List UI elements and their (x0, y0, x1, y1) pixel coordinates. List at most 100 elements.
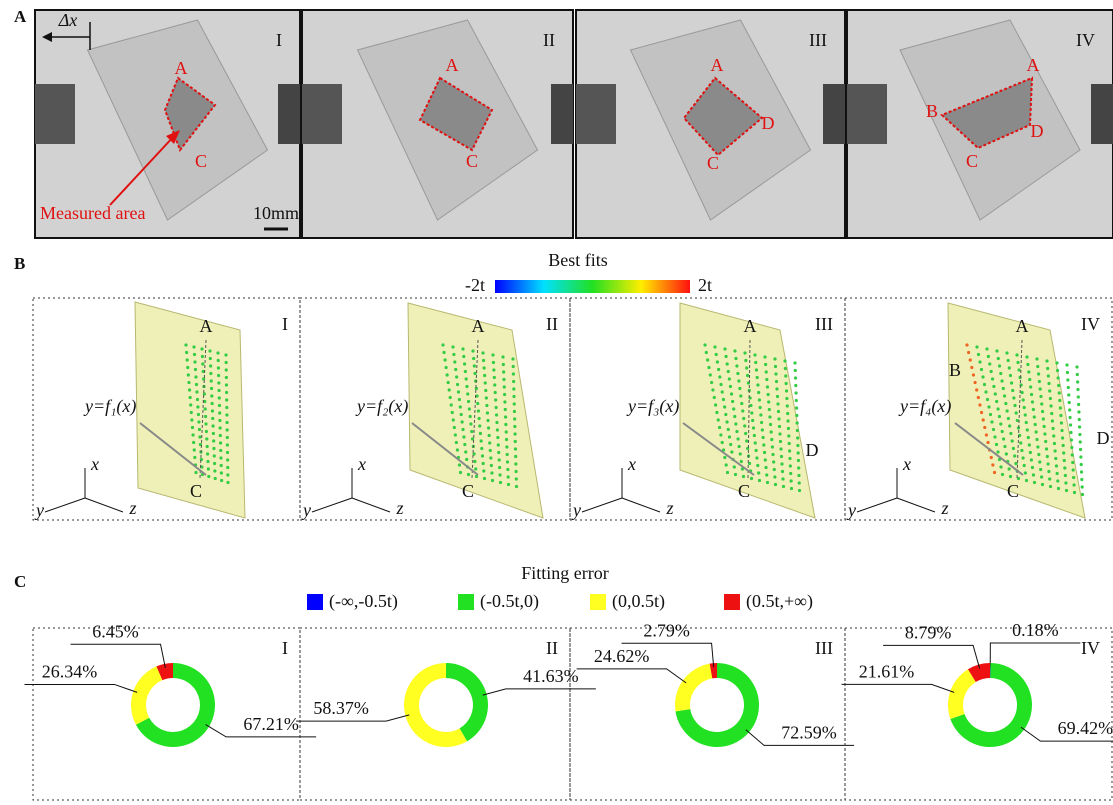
fit-dot (779, 440, 782, 443)
fit-dot (991, 463, 994, 466)
fit-dot (999, 422, 1002, 425)
axis-label: z (128, 498, 136, 518)
fit-dot (795, 406, 798, 409)
leader-line (483, 689, 596, 695)
fit-dot (219, 456, 222, 459)
fit-dot (1064, 474, 1067, 477)
fit-dot (184, 343, 187, 346)
point-label: C (466, 151, 478, 171)
fit-dot (1079, 440, 1082, 443)
fit-dot (796, 436, 799, 439)
fit-dot (993, 471, 996, 474)
fit-dot (723, 456, 726, 459)
fit-dot (446, 373, 449, 376)
fit-dot (225, 368, 228, 371)
fit-dot (497, 443, 500, 446)
fit-dot (482, 469, 485, 472)
fit-dot (1056, 472, 1059, 475)
fit-dot (776, 402, 779, 405)
fit-dot (191, 433, 194, 436)
fit-dot (1068, 401, 1071, 404)
fit-dot (473, 364, 476, 367)
fit-dot (204, 422, 207, 425)
axis-label: x (357, 454, 366, 474)
fit-dot (502, 363, 505, 366)
fit-dot (209, 357, 212, 360)
fit-dot (444, 366, 447, 369)
fit-dot (743, 424, 746, 427)
fit-dot (980, 368, 983, 371)
fit-dot (1044, 440, 1047, 443)
fit-dot (1009, 475, 1012, 478)
fit-dot (1059, 406, 1062, 409)
fit-dot (744, 432, 747, 435)
fit-dot (756, 383, 759, 386)
fit-dot (1002, 437, 1005, 440)
fit-dot (226, 481, 229, 484)
hinge (1091, 84, 1113, 144)
plot-frame (845, 628, 1112, 800)
axis (45, 498, 85, 512)
fit-dot (207, 467, 210, 470)
axis-label: y (34, 500, 44, 520)
fit-dot (1032, 473, 1035, 476)
plot-numeral: III (815, 314, 833, 334)
fit-dot (746, 374, 749, 377)
fit-dot (788, 449, 791, 452)
fit-dot (1054, 457, 1057, 460)
fit-dot (1036, 445, 1039, 448)
fit-dot (451, 411, 454, 414)
fit-dot (1039, 387, 1042, 390)
fit-dot (506, 460, 509, 463)
fit-dot (777, 417, 780, 420)
fit-dot (1040, 402, 1043, 405)
fit-dot (736, 372, 739, 375)
fit-dot (217, 389, 220, 392)
fit-dot (996, 450, 999, 453)
axis-label: x (902, 454, 911, 474)
fit-dot (796, 444, 799, 447)
fit-dot (719, 383, 722, 386)
scale-bar-label: 10mm (253, 203, 299, 223)
fit-dot (1078, 425, 1081, 428)
fit-dot (1076, 380, 1079, 383)
fit-dot (461, 347, 464, 350)
value-label: 8.79% (905, 622, 952, 642)
fit-dot (1069, 431, 1072, 434)
fit-dot (492, 368, 495, 371)
fit-dot (465, 385, 468, 388)
fit-dot (197, 413, 200, 416)
fit-dot (795, 399, 798, 402)
fit-dot (750, 477, 753, 480)
fit-dot (1022, 398, 1025, 401)
fit-dot (768, 408, 771, 411)
fit-dot (1045, 359, 1048, 362)
fit-dot (797, 466, 800, 469)
fit-dot (469, 422, 472, 425)
fit-dot (738, 387, 741, 390)
fit-dot (225, 406, 228, 409)
fit-dot (486, 411, 489, 414)
fit-dot (484, 381, 487, 384)
fit-dot (225, 421, 228, 424)
fit-dot (1067, 386, 1070, 389)
fit-dot (476, 402, 479, 405)
axis (312, 498, 352, 512)
fit-dot (1057, 376, 1060, 379)
fit-dot (793, 361, 796, 364)
fit-dot (468, 407, 471, 410)
fit-dot (459, 405, 462, 408)
fit-dot (1008, 366, 1011, 369)
fit-dot (758, 479, 761, 482)
fit-dot (472, 357, 475, 360)
fit-dot (201, 362, 204, 365)
fit-dot (213, 469, 216, 472)
fit-dot (473, 460, 476, 463)
fit-dot (457, 390, 460, 393)
fit-dot (1009, 432, 1012, 435)
fit-dot (1072, 468, 1075, 471)
fit-dot (796, 421, 799, 424)
fit-dot (1026, 428, 1029, 431)
fit-dot (721, 390, 724, 393)
fit-dot (498, 458, 501, 461)
